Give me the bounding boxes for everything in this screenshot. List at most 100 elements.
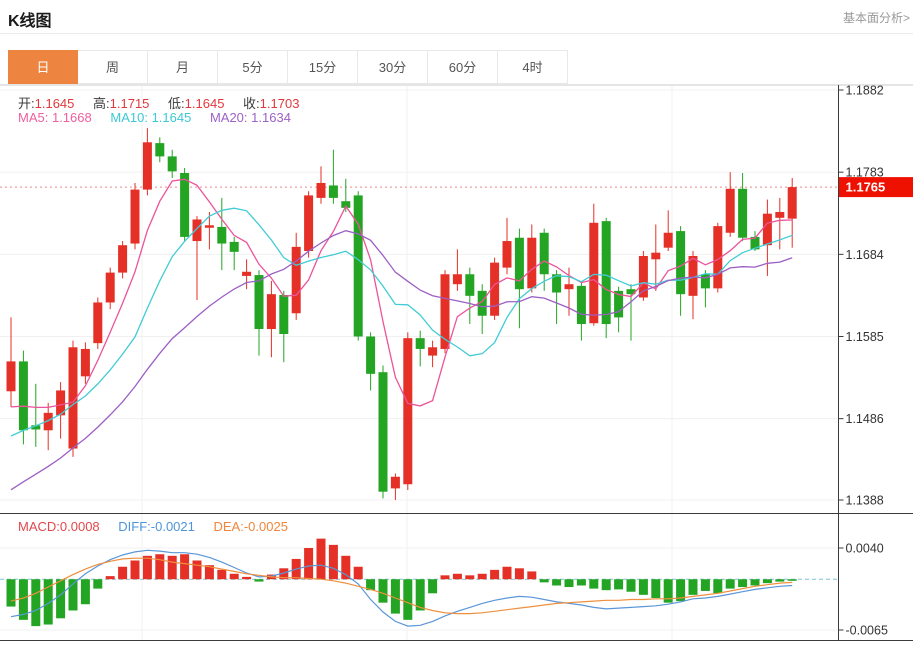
svg-text:0.0040: 0.0040 — [846, 542, 884, 556]
macd-bar — [279, 568, 289, 580]
svg-text:-0.0065: -0.0065 — [846, 624, 888, 638]
candle[interactable] — [725, 172, 735, 237]
candle[interactable] — [266, 280, 276, 358]
macd-bar — [56, 579, 66, 619]
macd-bar — [43, 579, 53, 625]
candle[interactable] — [539, 228, 549, 291]
candle[interactable] — [56, 382, 66, 439]
macd-bar — [750, 579, 760, 586]
candle[interactable] — [155, 137, 165, 163]
candle[interactable] — [403, 332, 413, 491]
candle[interactable] — [428, 340, 438, 368]
candle[interactable] — [105, 267, 115, 310]
tab-60min[interactable]: 60分 — [428, 50, 498, 84]
candle[interactable] — [626, 284, 636, 341]
candle[interactable] — [651, 224, 661, 291]
candle[interactable] — [68, 340, 78, 457]
tab-4hour[interactable]: 4时 — [498, 50, 568, 84]
macd-bar — [304, 548, 314, 580]
candle[interactable] — [142, 128, 152, 196]
close-label: 收: — [243, 96, 260, 111]
macd-bar — [217, 569, 227, 580]
candle[interactable] — [6, 317, 16, 408]
candle[interactable] — [304, 191, 314, 258]
candle[interactable] — [130, 182, 140, 250]
tab-30min[interactable]: 30分 — [358, 50, 428, 84]
fundamental-analysis-link[interactable]: 基本面分析> — [842, 11, 910, 25]
tab-15min[interactable]: 15分 — [288, 50, 358, 84]
macd-bar — [105, 576, 115, 580]
candle[interactable] — [638, 251, 648, 301]
candle[interactable] — [167, 149, 177, 178]
tab-week[interactable]: 周 — [78, 50, 148, 84]
candle[interactable] — [390, 473, 400, 500]
macd-bar — [68, 579, 78, 611]
candle[interactable] — [279, 290, 289, 363]
macd-bar — [552, 579, 562, 586]
candlestick-layer — [6, 128, 797, 500]
candle[interactable] — [80, 342, 90, 384]
macd-bar — [254, 579, 264, 582]
candle[interactable] — [688, 251, 698, 320]
candle[interactable] — [217, 197, 227, 271]
candle[interactable] — [514, 228, 524, 329]
chart-area[interactable]: 开:1.1645 高:1.1715 低:1.1645 收:1.1703 MA5:… — [0, 84, 913, 644]
candle[interactable] — [18, 350, 28, 445]
candle[interactable] — [700, 270, 710, 308]
candle[interactable] — [192, 216, 202, 300]
candle[interactable] — [93, 297, 103, 349]
candle[interactable] — [787, 177, 797, 248]
candle[interactable] — [254, 270, 264, 356]
open-value: 1.1645 — [34, 96, 75, 111]
candle[interactable] — [465, 267, 475, 325]
candle[interactable] — [502, 217, 512, 275]
candle[interactable] — [204, 212, 214, 250]
candle[interactable] — [328, 149, 338, 204]
high-value: 1.1715 — [109, 96, 150, 111]
macd-bar — [378, 579, 388, 603]
candle[interactable] — [118, 241, 128, 279]
svg-text:1.1486: 1.1486 — [846, 412, 884, 426]
candle[interactable] — [378, 365, 388, 499]
macd-bar — [514, 568, 524, 580]
tab-month[interactable]: 月 — [148, 50, 218, 84]
gridlines — [0, 85, 839, 641]
ma10-label: MA10: — [110, 110, 148, 125]
macd-label: MACD: — [18, 519, 60, 534]
candle[interactable] — [527, 224, 537, 293]
candle[interactable] — [43, 402, 53, 451]
macd-bar — [527, 571, 537, 580]
candle[interactable] — [663, 210, 673, 252]
candle[interactable] — [676, 226, 686, 316]
candle[interactable] — [31, 383, 41, 447]
candle[interactable] — [353, 191, 363, 341]
kline-chart-svg[interactable]: 1.1882 1.1783 1.1684 1.1585 1.1486 1.1388 0.00… — [0, 84, 913, 644]
candle[interactable] — [415, 330, 425, 367]
candle[interactable] — [552, 270, 562, 325]
candle[interactable] — [242, 259, 252, 290]
candle[interactable] — [366, 332, 376, 391]
candle[interactable] — [490, 257, 500, 320]
candle[interactable] — [452, 249, 462, 291]
candle[interactable] — [180, 168, 190, 242]
candle[interactable] — [775, 197, 785, 250]
low-label: 低: — [168, 96, 185, 111]
macd-legend: MACD:0.0008 DIFF:-0.0021 DEA:-0.0025 — [18, 519, 303, 534]
candle[interactable] — [477, 284, 487, 335]
ma20-value: 1.1634 — [251, 110, 291, 125]
ma20-label: MA20: — [209, 110, 248, 125]
tab-5min[interactable]: 5分 — [218, 50, 288, 84]
tab-day[interactable]: 日 — [8, 50, 78, 84]
dea-line — [10, 557, 793, 615]
candle[interactable] — [229, 236, 239, 271]
candle[interactable] — [601, 217, 611, 339]
candle[interactable] — [738, 172, 748, 242]
candle[interactable] — [291, 232, 301, 320]
candle[interactable] — [589, 203, 599, 326]
macd-bar — [576, 579, 586, 586]
macd-bar — [676, 579, 686, 602]
candle[interactable] — [316, 166, 326, 204]
candle[interactable] — [576, 282, 586, 341]
candle[interactable] — [713, 222, 723, 293]
svg-text:1.1783: 1.1783 — [846, 166, 884, 180]
